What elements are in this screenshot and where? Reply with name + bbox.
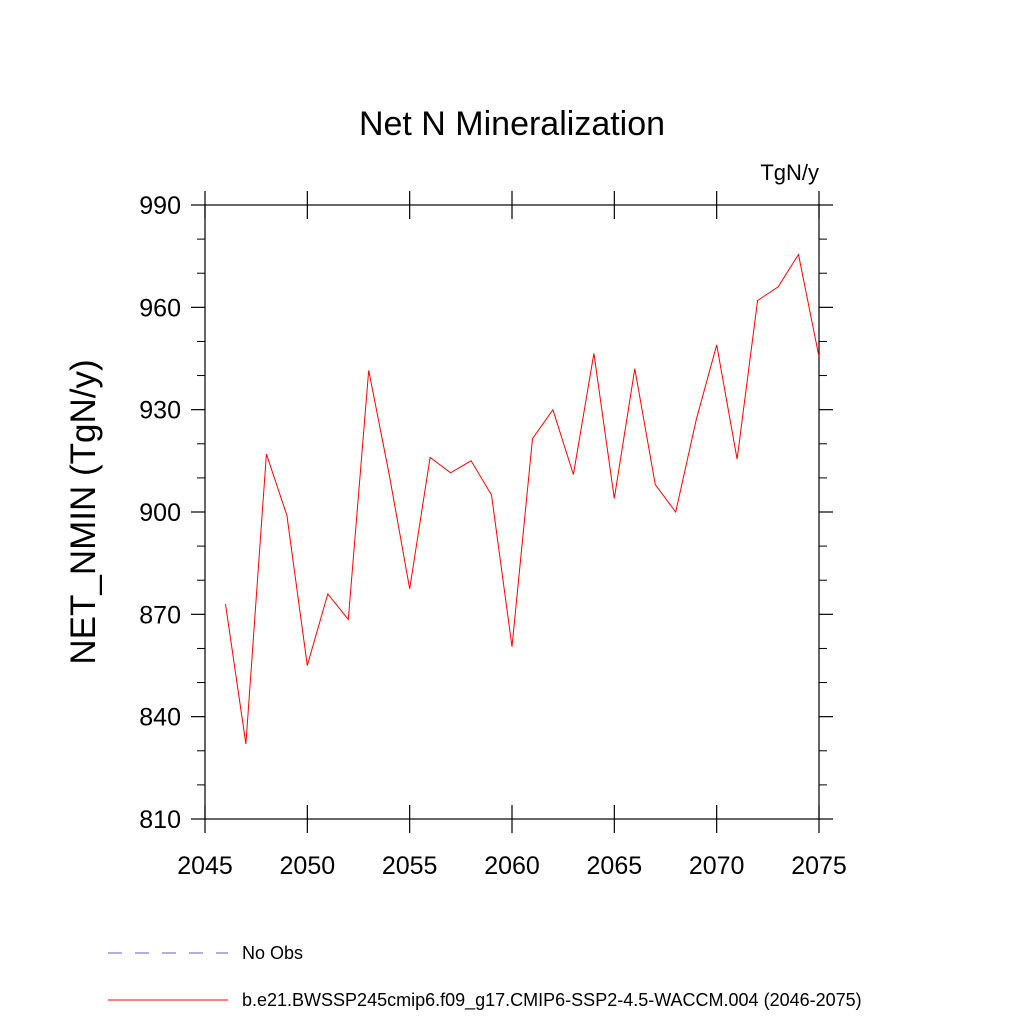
x-tick-label: 2050 — [280, 852, 336, 880]
legend: No Obs b.e21.BWSSP245cmip6.f09_g17.CMIP6-… — [108, 943, 862, 1011]
series-line — [225, 253, 820, 745]
series-layer — [225, 253, 820, 745]
x-tick-label: 2075 — [791, 852, 847, 880]
x-tick-label: 2055 — [382, 852, 438, 880]
y-tick-label: 930 — [139, 397, 181, 425]
legend-label: No Obs — [242, 943, 303, 963]
x-tick-label: 2065 — [587, 852, 643, 880]
legend-label: b.e21.BWSSP245cmip6.f09_g17.CMIP6-SSP2-4… — [242, 990, 862, 1011]
tick-labels: 2045 2050 2055 2060 2065 2070 2075 810 840 870 900… — [139, 192, 847, 880]
y-tick-label: 840 — [139, 704, 181, 732]
x-tick-label: 2070 — [689, 852, 745, 880]
y-tick-label: 990 — [139, 192, 181, 220]
y-tick-label: 900 — [139, 499, 181, 527]
y-axis-label: NET_NMIN (TgN/y) — [64, 359, 103, 664]
x-tick-label: 2045 — [177, 852, 233, 880]
chart-title: Net N Mineralization — [359, 105, 665, 143]
y-tick-label: 960 — [139, 294, 181, 322]
y-tick-label: 870 — [139, 601, 181, 629]
units-label: TgN/y — [760, 160, 819, 185]
plot-frame — [204, 204, 820, 820]
y-tick-label: 810 — [139, 806, 181, 834]
axis-ticks — [191, 191, 833, 833]
x-tick-label: 2060 — [484, 852, 540, 880]
